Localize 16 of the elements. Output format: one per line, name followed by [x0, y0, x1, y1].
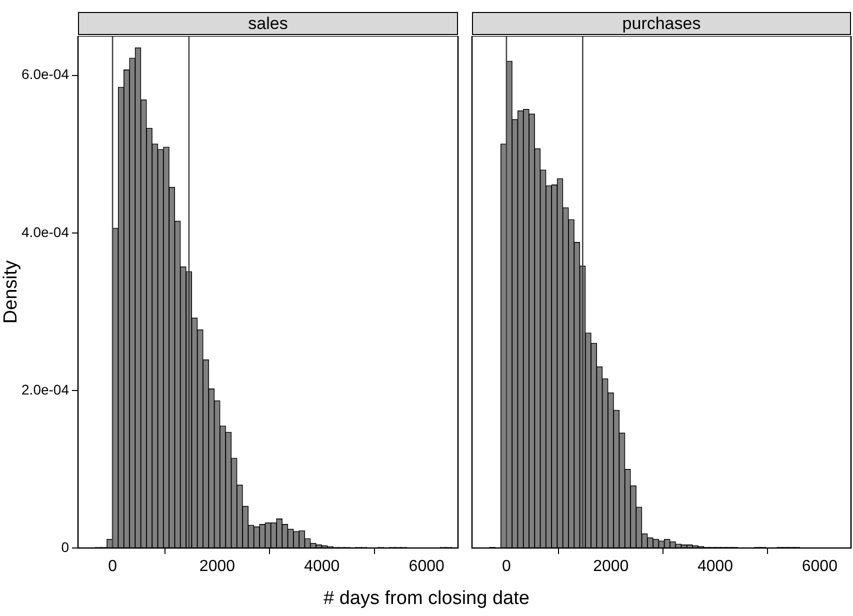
x-tick-label: 6000 — [408, 558, 444, 576]
x-tick-label: 0 — [502, 558, 511, 576]
x-tick-label: 4000 — [697, 558, 734, 576]
x-axis-title: # days from closing date — [322, 588, 530, 610]
y-tick-label: 0 — [61, 538, 70, 555]
chart-title: sales — [78, 12, 458, 35]
x-tick-label: 6000 — [802, 558, 838, 576]
chart-title: purchases — [472, 12, 851, 35]
x-tick-label: 2000 — [593, 558, 629, 576]
y-axis-title: Density — [0, 260, 22, 324]
y-tick-label: 6.0e-04 — [22, 66, 70, 82]
x-tick-label: 4000 — [304, 558, 340, 576]
y-tick-label: 2.0e-04 — [22, 381, 70, 398]
x-tick-label: 0 — [108, 558, 118, 576]
y-tick-label: 4.0e-04 — [22, 224, 70, 240]
x-tick-label: 2000 — [199, 558, 236, 576]
